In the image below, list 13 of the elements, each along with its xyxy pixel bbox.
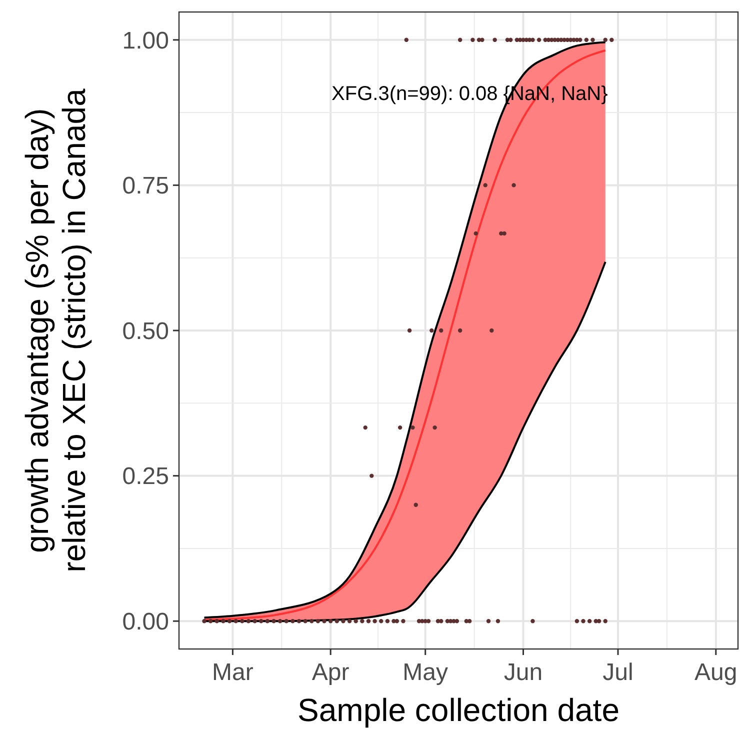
y-tick-label: 1.00	[122, 27, 169, 54]
x-axis-title: Sample collection date	[298, 692, 620, 728]
y-tick-label: 0.50	[122, 318, 169, 345]
y-tick-label: 0.00	[122, 608, 169, 636]
x-tick-label: May	[402, 659, 448, 686]
x-tick-label: Apr	[312, 659, 350, 686]
x-tick-label: Mar	[212, 659, 254, 686]
y-tick-label: 0.75	[122, 172, 169, 200]
x-tick-label: Aug	[694, 659, 738, 686]
x-tick-label: Jul	[602, 659, 634, 686]
y-tick-label: 0.25	[122, 463, 169, 490]
x-tick-label: Jun	[504, 659, 543, 686]
y-axis-title: growth advantage (s% per day) relative to XEC (stricto) in Canada	[19, 88, 92, 572]
